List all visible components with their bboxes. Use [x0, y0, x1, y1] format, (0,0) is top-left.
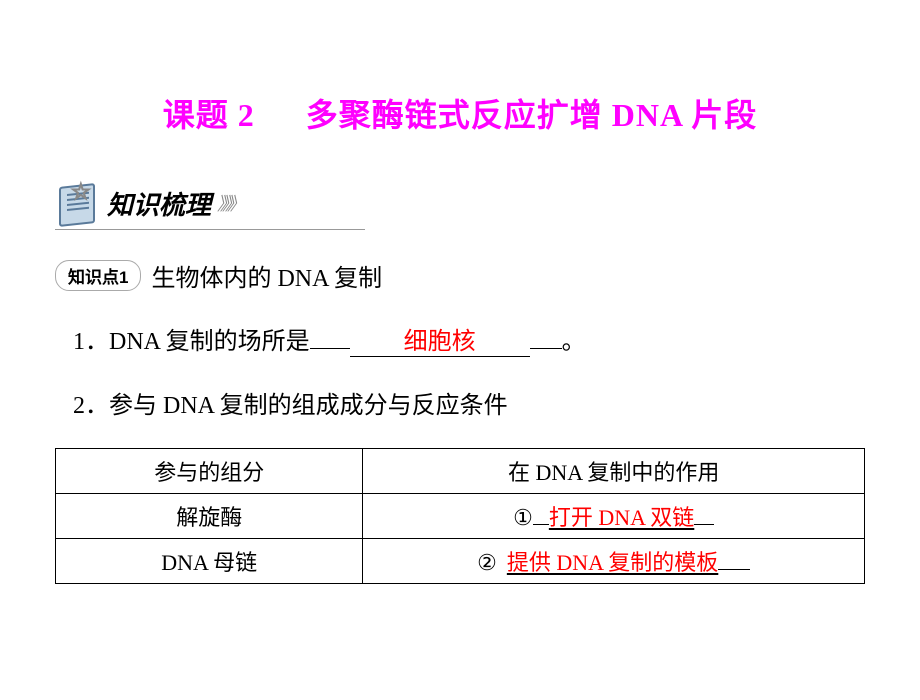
- knowledge-point-badge: 知识点1: [55, 260, 141, 291]
- table-row: 解旋酶 ① 打开 DNA 双链: [56, 494, 865, 539]
- section-deco: 》》》: [217, 190, 241, 216]
- cell-label-1: 解旋酶: [56, 494, 363, 539]
- item-1-answer: 细胞核: [350, 321, 530, 357]
- answer-num-1: ①: [513, 505, 533, 530]
- answer-num-2: ②: [477, 550, 497, 575]
- item-1-num: 1．: [73, 329, 109, 355]
- title-main: 多聚酶链式反应扩增 DNA 片段: [306, 97, 758, 133]
- cell-label-2: DNA 母链: [56, 539, 363, 584]
- answer-text-1: 打开 DNA 双链: [549, 505, 694, 530]
- table-header-row: 参与的组分 在 DNA 复制中的作用: [56, 449, 865, 494]
- knowledge-point-row: 知识点1 生物体内的 DNA 复制: [55, 258, 865, 293]
- section-label: 知识梳理: [107, 185, 211, 222]
- item-1: 1．DNA 复制的场所是 细胞核 。: [73, 321, 865, 357]
- title-prefix: 课题 2: [163, 97, 255, 133]
- dna-table: 参与的组分 在 DNA 复制中的作用 解旋酶 ① 打开 DNA 双链 DNA 母链…: [55, 448, 865, 584]
- page-container: 课题 2 多聚酶链式反应扩增 DNA 片段 ☆ 知识梳理 》》》 知识点1 生物…: [0, 0, 920, 584]
- th-component: 参与的组分: [56, 449, 363, 494]
- section-header: ☆ 知识梳理 》》》: [55, 181, 365, 230]
- lesson-title: 课题 2 多聚酶链式反应扩增 DNA 片段: [55, 90, 865, 136]
- item-1-pre: DNA 复制的场所是: [109, 329, 310, 355]
- cell-answer-1: ① 打开 DNA 双链: [363, 494, 865, 539]
- th-function: 在 DNA 复制中的作用: [363, 449, 865, 494]
- item-2: 2．参与 DNA 复制的组成成分与反应条件: [73, 385, 865, 420]
- item-2-num: 2．: [73, 393, 109, 419]
- item-1-post: 。: [562, 329, 586, 355]
- knowledge-point-text: 生物体内的 DNA 复制: [151, 258, 382, 293]
- answer-text-2: 提供 DNA 复制的模板: [507, 550, 718, 575]
- cell-answer-2: ② 提供 DNA 复制的模板: [363, 539, 865, 584]
- notebook-icon: ☆: [55, 181, 99, 225]
- item-2-text: 参与 DNA 复制的组成成分与反应条件: [109, 393, 508, 419]
- table-row: DNA 母链 ② 提供 DNA 复制的模板: [56, 539, 865, 584]
